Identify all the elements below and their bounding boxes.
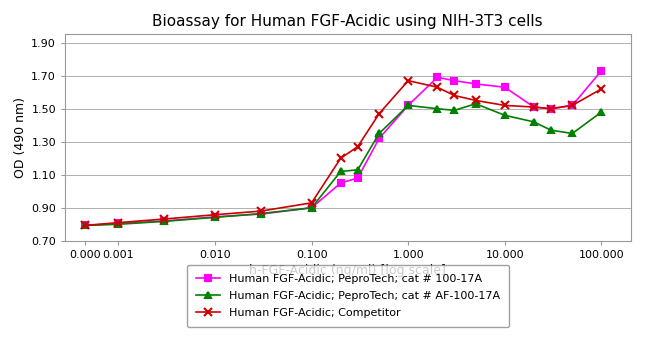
- Human FGF-Acidic; PeproTech; cat # AF-100-17A: [547, 128, 555, 132]
- Human FGF-Acidic; Competitor: [307, 201, 315, 205]
- Human FGF-Acidic; PeproTech; cat # 100-17A: [530, 105, 538, 109]
- Human FGF-Acidic; PeproTech; cat # 100-17A: [257, 212, 265, 216]
- Human FGF-Acidic; PeproTech; cat # 100-17A: [161, 219, 168, 223]
- Human FGF-Acidic; PeproTech; cat # 100-17A: [337, 181, 344, 185]
- Human FGF-Acidic; PeproTech; cat # AF-100-17A: [375, 131, 383, 136]
- Human FGF-Acidic; PeproTech; cat # AF-100-17A: [81, 223, 89, 227]
- Human FGF-Acidic; PeproTech; cat # AF-100-17A: [501, 113, 509, 117]
- Human FGF-Acidic; PeproTech; cat # AF-100-17A: [530, 120, 538, 124]
- Human FGF-Acidic; Competitor: [354, 144, 361, 149]
- Human FGF-Acidic; PeproTech; cat # 100-17A: [434, 75, 441, 79]
- Human FGF-Acidic; Competitor: [257, 209, 265, 213]
- Human FGF-Acidic; PeproTech; cat # 100-17A: [211, 215, 219, 219]
- Human FGF-Acidic; Competitor: [404, 78, 412, 83]
- Human FGF-Acidic; PeproTech; cat # AF-100-17A: [434, 107, 441, 111]
- Human FGF-Acidic; PeproTech; cat # AF-100-17A: [569, 131, 577, 136]
- Human FGF-Acidic; PeproTech; cat # 100-17A: [81, 223, 89, 227]
- Human FGF-Acidic; PeproTech; cat # 100-17A: [114, 222, 122, 226]
- Human FGF-Acidic; Competitor: [211, 213, 219, 217]
- Human FGF-Acidic; Competitor: [81, 223, 89, 227]
- Human FGF-Acidic; Competitor: [472, 98, 480, 103]
- Human FGF-Acidic; PeproTech; cat # 100-17A: [307, 206, 315, 210]
- Human FGF-Acidic; PeproTech; cat # 100-17A: [354, 176, 361, 180]
- Human FGF-Acidic; PeproTech; cat # AF-100-17A: [211, 215, 219, 219]
- Title: Bioassay for Human FGF-Acidic using NIH-3T3 cells: Bioassay for Human FGF-Acidic using NIH-…: [153, 14, 543, 29]
- Human FGF-Acidic; Competitor: [114, 221, 122, 225]
- X-axis label: h-FGF-Acidic (ng/ml) [log scale]: h-FGF-Acidic (ng/ml) [log scale]: [250, 264, 446, 277]
- Human FGF-Acidic; PeproTech; cat # 100-17A: [597, 69, 605, 73]
- Human FGF-Acidic; Competitor: [501, 103, 509, 107]
- Human FGF-Acidic; PeproTech; cat # AF-100-17A: [257, 212, 265, 216]
- Human FGF-Acidic; PeproTech; cat # 100-17A: [404, 103, 412, 107]
- Human FGF-Acidic; Competitor: [597, 87, 605, 91]
- Line: Human FGF-Acidic; PeproTech; cat # AF-100-17A: Human FGF-Acidic; PeproTech; cat # AF-10…: [81, 100, 605, 229]
- Human FGF-Acidic; PeproTech; cat # AF-100-17A: [354, 168, 361, 172]
- Human FGF-Acidic; PeproTech; cat # 100-17A: [569, 103, 577, 107]
- Human FGF-Acidic; PeproTech; cat # AF-100-17A: [450, 108, 458, 112]
- Human FGF-Acidic; PeproTech; cat # AF-100-17A: [472, 102, 480, 106]
- Human FGF-Acidic; PeproTech; cat # AF-100-17A: [337, 169, 344, 173]
- Human FGF-Acidic; PeproTech; cat # 100-17A: [375, 136, 383, 140]
- Human FGF-Acidic; PeproTech; cat # 100-17A: [472, 82, 480, 86]
- Human FGF-Acidic; PeproTech; cat # AF-100-17A: [161, 219, 168, 223]
- Human FGF-Acidic; Competitor: [569, 103, 577, 107]
- Human FGF-Acidic; PeproTech; cat # 100-17A: [450, 78, 458, 83]
- Human FGF-Acidic; Competitor: [161, 217, 168, 221]
- Human FGF-Acidic; Competitor: [337, 156, 344, 160]
- Human FGF-Acidic; PeproTech; cat # AF-100-17A: [404, 103, 412, 107]
- Human FGF-Acidic; PeproTech; cat # 100-17A: [547, 107, 555, 111]
- Human FGF-Acidic; Competitor: [375, 111, 383, 116]
- Human FGF-Acidic; PeproTech; cat # AF-100-17A: [307, 206, 315, 210]
- Human FGF-Acidic; Competitor: [450, 94, 458, 98]
- Human FGF-Acidic; PeproTech; cat # AF-100-17A: [597, 110, 605, 114]
- Line: Human FGF-Acidic; Competitor: Human FGF-Acidic; Competitor: [81, 76, 606, 229]
- Y-axis label: OD (490 nm): OD (490 nm): [14, 97, 27, 178]
- Human FGF-Acidic; PeproTech; cat # 100-17A: [501, 85, 509, 89]
- Human FGF-Acidic; Competitor: [547, 107, 555, 111]
- Legend: Human FGF-Acidic; PeproTech; cat # 100-17A, Human FGF-Acidic; PeproTech; cat # A: Human FGF-Acidic; PeproTech; cat # 100-1…: [187, 265, 509, 327]
- Human FGF-Acidic; Competitor: [434, 85, 441, 89]
- Human FGF-Acidic; Competitor: [530, 105, 538, 109]
- Human FGF-Acidic; PeproTech; cat # AF-100-17A: [114, 222, 122, 226]
- Line: Human FGF-Acidic; PeproTech; cat # 100-17A: Human FGF-Acidic; PeproTech; cat # 100-1…: [81, 67, 605, 229]
